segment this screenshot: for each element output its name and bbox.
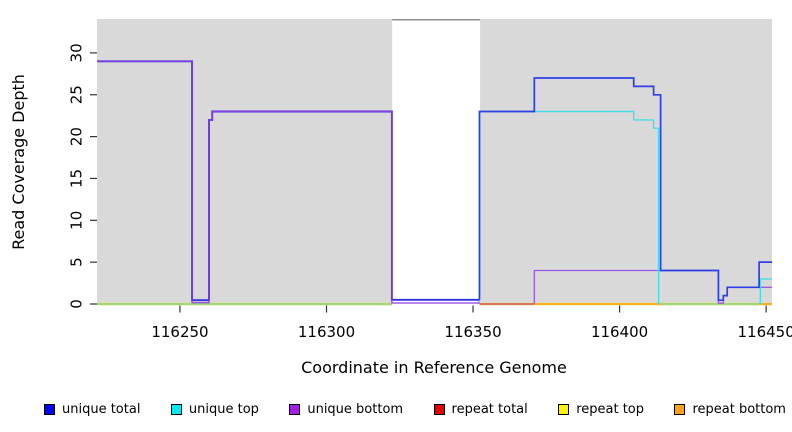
y-tick-label: 25 <box>68 85 86 104</box>
legend-label: repeat top <box>576 401 644 417</box>
legend-label: repeat total <box>451 401 528 417</box>
legend-label: unique total <box>62 401 141 417</box>
y-tick-label: 15 <box>68 169 86 188</box>
series-lines <box>97 60 772 306</box>
legend: unique total unique top unique bottom repea… <box>44 399 786 419</box>
no-data-gap-band <box>392 19 481 306</box>
x-tick-label: 116450 <box>738 323 792 341</box>
x-tick-label: 116400 <box>591 323 648 341</box>
legend-item-repeat-top: repeat top <box>558 402 644 417</box>
y-axis-title: Read Coverage Depth <box>9 74 28 250</box>
legend-swatch-icon <box>44 403 55 415</box>
y-tick-label: 5 <box>68 257 86 267</box>
legend-label: unique bottom <box>307 401 404 417</box>
legend-item-repeat-total: repeat total <box>433 401 528 417</box>
y-axis: 0 5 10 15 20 25 30 <box>68 43 97 309</box>
legend-item-repeat-bottom: repeat bottom <box>674 402 786 417</box>
unique-bottom-left-line <box>97 60 480 304</box>
legend-item-unique-bottom: unique bottom <box>289 402 403 417</box>
legend-item-unique-top: unique top <box>170 401 259 417</box>
legend-swatch-icon <box>289 403 301 415</box>
plot-panel <box>97 18 772 306</box>
legend-swatch-icon <box>674 403 686 415</box>
unique-top-end-line <box>759 278 772 304</box>
x-tick-label: 116350 <box>444 323 501 341</box>
legend-swatch-icon <box>558 403 570 415</box>
x-axis-title: Coordinate in Reference Genome <box>301 358 567 377</box>
unique-total-right-line <box>478 77 772 302</box>
legend-label: repeat bottom <box>692 401 786 417</box>
y-tick-label: 20 <box>68 127 86 146</box>
y-tick-label: 0 <box>68 299 86 309</box>
legend-swatch-icon <box>170 403 182 415</box>
legend-swatch-icon <box>433 403 445 415</box>
legend-label: unique top <box>188 401 259 417</box>
legend-item-unique-total: unique total <box>44 402 140 417</box>
y-tick-label: 10 <box>68 211 86 230</box>
x-axis: 116250 116300 116350 116400 116450 <box>151 305 792 341</box>
x-tick-label: 116300 <box>298 323 355 341</box>
y-tick-label: 30 <box>68 43 86 62</box>
x-tick-label: 116250 <box>151 323 208 341</box>
